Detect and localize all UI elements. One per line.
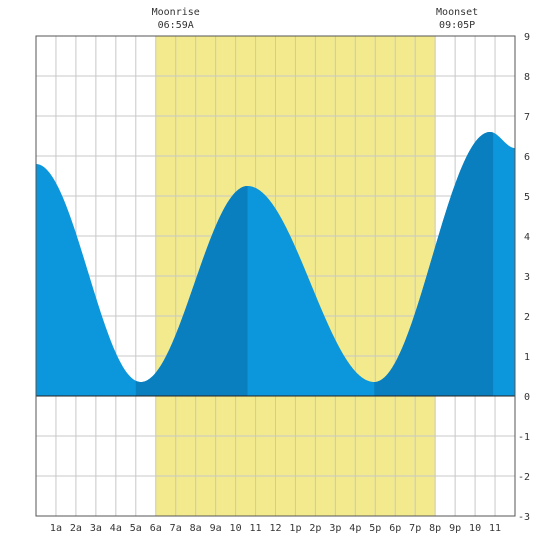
x-tick-label: 10 xyxy=(230,523,242,534)
x-axis-labels: 1a 2a 3a 4a 5a 6a 7a 8a 9a 10 11 12 1p 2p 3p 4p 5p 6p 7p 8p… xyxy=(50,523,501,534)
x-tick-label: 9a xyxy=(210,523,222,534)
x-tick-label: 8p xyxy=(429,523,441,534)
y-tick-label: 7 xyxy=(524,112,530,123)
tide-area-fill xyxy=(36,132,515,396)
x-tick-label: 4p xyxy=(349,523,361,534)
y-tick-label: 4 xyxy=(524,232,530,243)
y-tick-label: 8 xyxy=(524,72,530,83)
x-tick-label: 11 xyxy=(489,523,501,534)
y-tick-label: 6 xyxy=(524,152,530,163)
moon-event-time: 09:05P xyxy=(439,20,475,31)
tide-area-night-shade xyxy=(374,132,494,396)
y-tick-label: 3 xyxy=(524,272,530,283)
y-tick-label: 9 xyxy=(524,32,530,43)
x-tick-label: 10 xyxy=(469,523,481,534)
x-tick-label: 6a xyxy=(150,523,162,534)
y-tick-label: 0 xyxy=(524,392,530,403)
x-tick-label: 7a xyxy=(170,523,182,534)
tide-area xyxy=(36,132,515,396)
x-tick-label: 5a xyxy=(130,523,142,534)
moon-event-time: 06:59A xyxy=(158,20,194,31)
y-tick-label: -3 xyxy=(518,512,530,523)
x-tick-label: 3p xyxy=(329,523,341,534)
x-tick-label: 8a xyxy=(190,523,202,534)
y-tick-label: 5 xyxy=(524,192,530,203)
x-tick-label: 3a xyxy=(90,523,102,534)
y-tick-label: 2 xyxy=(524,312,530,323)
x-tick-label: 5p xyxy=(369,523,381,534)
x-tick-label: 9p xyxy=(449,523,461,534)
x-tick-label: 6p xyxy=(389,523,401,534)
x-tick-label: 2p xyxy=(309,523,321,534)
y-axis-labels: -3 -2 -1 0 1 2 3 4 5 6 7 8 9 xyxy=(518,32,530,523)
moon-event-title: Moonrise xyxy=(152,7,200,18)
x-tick-label: 1p xyxy=(289,523,301,534)
x-tick-label: 7p xyxy=(409,523,421,534)
x-tick-label: 4a xyxy=(110,523,122,534)
moon-event-title: Moonset xyxy=(436,7,478,18)
y-tick-label: 1 xyxy=(524,352,530,363)
moon-event-labels: Moonrise 06:59A Moonset 09:05P xyxy=(152,7,479,31)
x-tick-label: 11 xyxy=(250,523,262,534)
tide-area-night-shade xyxy=(135,186,248,396)
y-tick-label: -1 xyxy=(518,432,530,443)
x-tick-label: 1a xyxy=(50,523,62,534)
x-tick-label: 12 xyxy=(269,523,281,534)
x-tick-label: 2a xyxy=(70,523,82,534)
y-tick-label: -2 xyxy=(518,472,530,483)
plot-border xyxy=(35,35,516,517)
